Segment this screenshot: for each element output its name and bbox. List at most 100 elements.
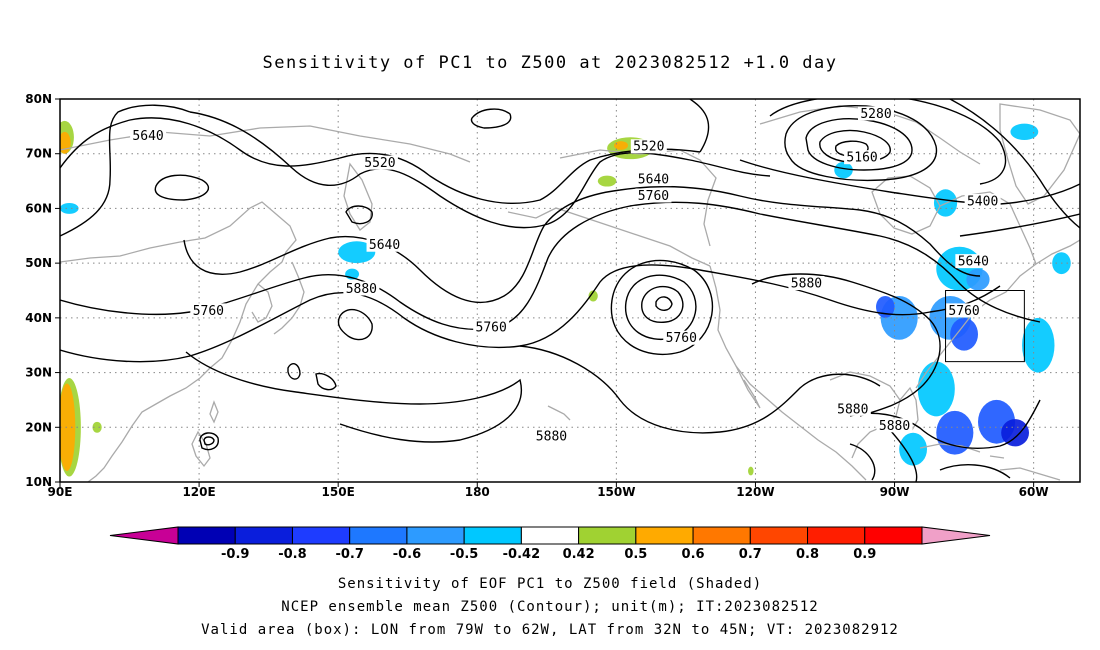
shaded-region-20	[614, 141, 628, 150]
shaded-region-3	[950, 317, 978, 351]
contour-5880	[60, 264, 1001, 363]
contour-label: 5760	[193, 304, 224, 319]
coastline-north-america-west	[709, 265, 867, 481]
contour-5760	[60, 201, 1041, 331]
lon-label: 90W	[880, 485, 910, 499]
contour-labels: 5640552056405880576057605880552056405760…	[130, 106, 1001, 445]
shaded-region-25	[60, 383, 76, 472]
contour-label: 5760	[476, 320, 507, 335]
lat-label: 80N	[25, 92, 52, 106]
axis-ticks	[55, 98, 1035, 487]
colorbar-label: 0.6	[682, 547, 705, 562]
coastline-baja	[735, 365, 761, 409]
contour-label: 5640	[369, 238, 400, 253]
contour-subtropical-outer	[519, 345, 881, 434]
contour-label-bg	[858, 106, 894, 121]
contour-5880-caribbean	[849, 399, 1041, 449]
colorbar-swatch	[692, 526, 751, 545]
caption-line-2: NCEP ensemble mean Z500 (Contour); unit(…	[281, 599, 818, 615]
coastline-hawaii	[547, 405, 571, 421]
contour-5760-west	[60, 104, 191, 237]
contour-label-bg	[635, 188, 672, 203]
contour-label-bg	[366, 237, 403, 252]
shaded-region-14	[1010, 123, 1039, 141]
lon-label: 120E	[182, 485, 215, 499]
shaded-region-15	[834, 161, 853, 179]
contour-label: 5280	[860, 107, 891, 122]
lat-label: 70N	[25, 147, 52, 161]
colorbar-label: -0.5	[450, 547, 478, 562]
coastline-greenland	[999, 103, 1080, 205]
contour-5160-low-outer	[784, 105, 938, 182]
caption-line-3: Valid area (box): LON from 79W to 62W, L…	[201, 622, 899, 638]
contour-label: 5640	[638, 173, 669, 188]
colorbar-swatch	[177, 526, 236, 545]
colorbar-swatch	[349, 526, 408, 545]
latitude-labels: 80N 70N 60N 50N 40N 30N 20N 10N	[25, 92, 52, 489]
lon-label: 120W	[736, 485, 774, 499]
shaded-region-18	[60, 202, 79, 214]
shaded-region-28	[748, 466, 754, 476]
lat-label: 10N	[25, 475, 52, 489]
colorbar-under-triangle	[109, 526, 179, 545]
coastline-hudson-bay	[871, 175, 941, 235]
lat-label: 20N	[25, 420, 52, 434]
colorbar-swatch	[749, 526, 809, 545]
contour-label: 5880	[837, 402, 868, 417]
lon-label: 180	[465, 485, 490, 499]
colorbar-swatch	[463, 526, 522, 545]
contour-5640-siberia	[60, 117, 701, 204]
coastline-alaska	[507, 207, 711, 267]
contour-cutoff-low-inner	[641, 285, 684, 323]
z500-contours	[60, 99, 1080, 482]
contour-5880-america	[751, 273, 941, 417]
lat-label: 40N	[25, 311, 52, 325]
valid-area-box	[945, 290, 1025, 363]
graticule	[60, 99, 1080, 482]
contour-label-bg	[955, 254, 992, 269]
contour-high-tiny-2	[315, 372, 337, 391]
contour-5160-low-mid	[805, 118, 913, 171]
contour-label: 5520	[364, 156, 395, 171]
contour-label: 5760	[948, 304, 979, 319]
shaded-sensitivity-layer	[60, 120, 1071, 477]
coastline-japan	[273, 261, 305, 335]
shaded-region-27	[588, 290, 598, 302]
coastline-arctic-islands	[759, 105, 981, 165]
colorbar-swatch	[520, 526, 580, 545]
contour-5400	[739, 159, 1080, 205]
contour-5520-east	[689, 99, 1080, 229]
contour-5160-low-inner	[819, 129, 891, 164]
contour-label: 5640	[132, 129, 163, 144]
contour-high-tiny	[287, 363, 301, 380]
map-title: Sensitivity of PC1 to Z500 at 2023082512…	[262, 53, 837, 73]
contour-label: 5760	[666, 331, 697, 346]
contour-label-bg	[663, 330, 700, 345]
contour-label-bg	[946, 303, 983, 318]
colorbar-labels: -0.9 -0.8 -0.7 -0.6 -0.5 -0.42 0.42 0.5 0.6 0.7 0.…	[221, 547, 876, 562]
contour-5640	[183, 185, 981, 304]
colorbar-label: 0.9	[853, 547, 876, 562]
contour-label: 5880	[791, 277, 822, 292]
colorbar-label: 0.42	[563, 547, 595, 562]
lon-label: 90E	[48, 485, 73, 499]
caption-line-1: Sensitivity of EOF PC1 to Z500 field (Sh…	[338, 576, 762, 592]
contour-label: 5760	[638, 189, 669, 204]
colorbar-label: 0.8	[796, 547, 819, 562]
contour-label: 5520	[633, 140, 664, 155]
contour-label-bg	[533, 429, 570, 444]
contour-trough-east	[849, 429, 1011, 482]
colorbar-swatch	[807, 526, 866, 545]
coastline-labrador	[939, 191, 1037, 265]
lon-label: 150E	[322, 485, 355, 499]
coastline-korea	[251, 283, 273, 323]
longitude-labels: 90E 120E 150E 180 150W 120W 90W 60W	[48, 485, 1049, 499]
colorbar-swatch	[864, 526, 923, 545]
colorbar-label: -0.8	[278, 547, 306, 562]
coastline-kamchatka	[343, 162, 373, 231]
contour-kamchatka-low	[345, 205, 373, 225]
plot-area: 5640552056405880576057605880552056405760…	[60, 99, 1080, 482]
colorbar-swatch	[635, 526, 694, 545]
contour-label: 5880	[346, 282, 377, 297]
colorbar-swatch	[406, 526, 465, 545]
